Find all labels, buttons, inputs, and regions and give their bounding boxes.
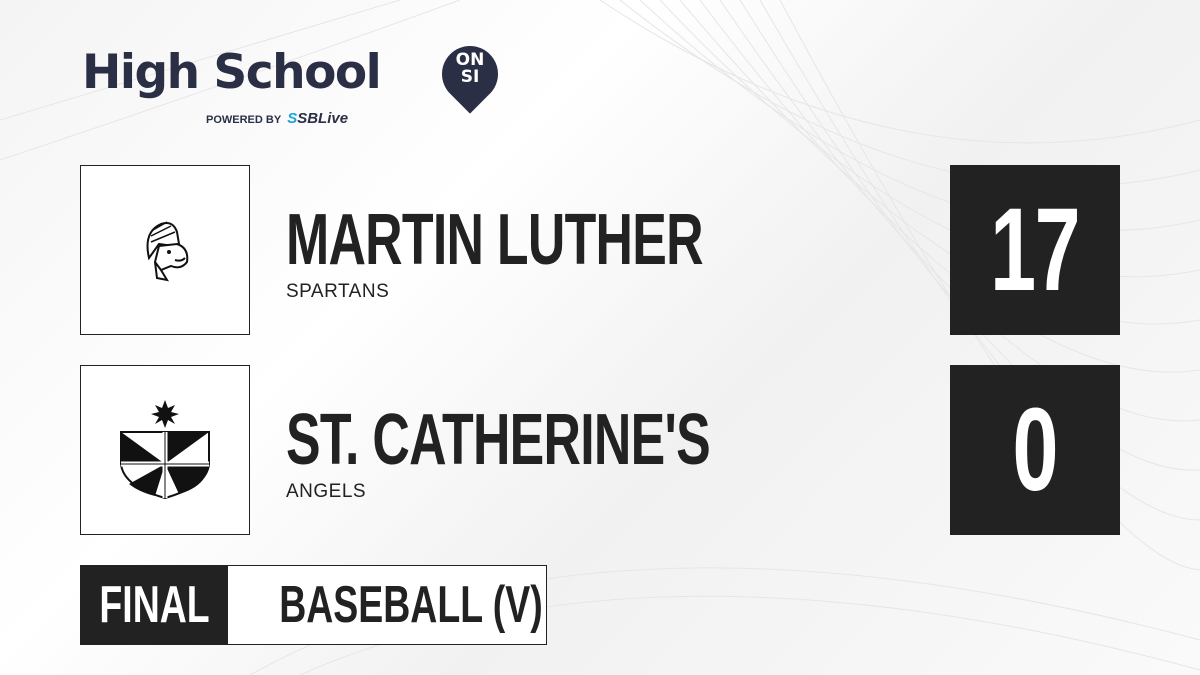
team-mascot: ANGELS [286,481,367,502]
powered-by-sblive: POWERED BY SSBLive [206,110,349,127]
spartan-helmet-logo [146,221,189,282]
team-score-box: 0 [950,365,1120,535]
on-si-badge: ON SI [455,50,485,87]
team-mascot: SPARTANS [286,281,390,302]
sport-label-box: BASEBALL (V) [228,566,594,644]
sport-label: BASEBALL (V) [279,576,543,634]
final-badge: FINAL [81,566,228,644]
game-status: FINAL [99,576,210,634]
team-score: 17 [990,184,1080,316]
high-school-on-si-logo[interactable]: High School ON SI POWERED BY SSBLive [82,34,510,127]
team-logo-martin-luther [80,165,250,335]
team-score-box: 17 [950,165,1120,335]
brand-title: High School [82,45,382,100]
team-logo-st-catherines [80,365,250,535]
game-status-bar: FINAL BASEBALL (V) [80,565,547,645]
team-score: 0 [1012,384,1059,516]
team-name: MARTIN LUTHER [286,200,704,280]
team-name: ST. CATHERINE'S [286,400,711,480]
shield-crest-logo [120,400,210,500]
